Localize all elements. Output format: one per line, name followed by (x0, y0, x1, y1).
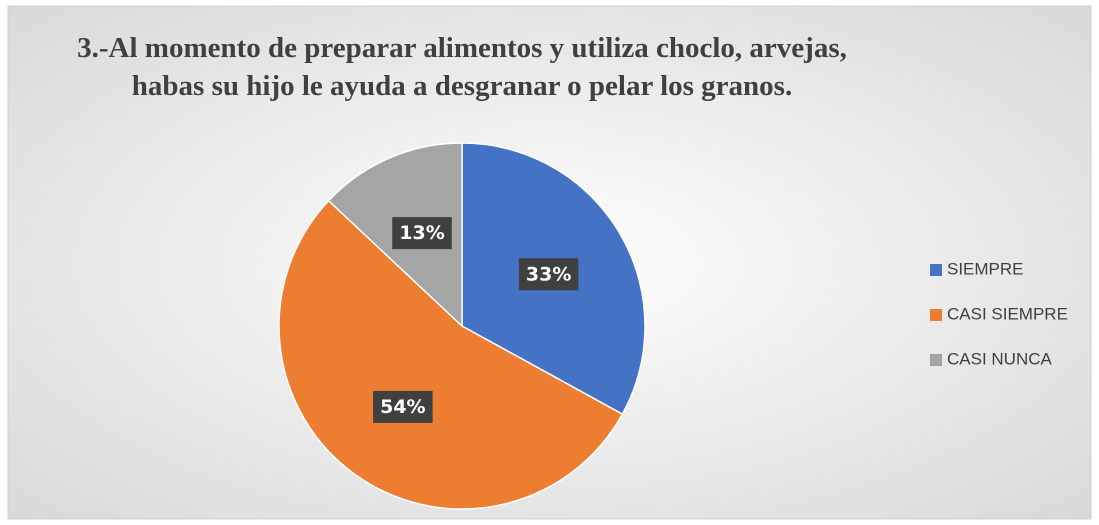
data-label: 54% (373, 390, 433, 423)
data-label-box (373, 390, 433, 423)
data-label-text: 33% (526, 263, 571, 285)
data-label: 33% (518, 258, 579, 291)
chart-title: 3.-Al momento de preparar alimentos y ut… (77, 32, 847, 64)
legend-label: CASI NUNCA (947, 349, 1053, 368)
data-label-text: 54% (380, 396, 425, 418)
data-label-box (392, 217, 452, 250)
data-label: 13% (392, 217, 452, 250)
legend-swatch (930, 309, 942, 321)
legend-label: CASI SIEMPRE (947, 304, 1068, 323)
pie-slice (278, 199, 624, 510)
chart-title: habas su hijo le ayuda a desgranar o pel… (132, 70, 792, 102)
legend-label: SIEMPRE (947, 259, 1024, 278)
legend-swatch (930, 354, 942, 366)
data-label-box (518, 258, 579, 291)
legend-swatch (930, 264, 942, 276)
data-label-text: 13% (399, 222, 444, 244)
